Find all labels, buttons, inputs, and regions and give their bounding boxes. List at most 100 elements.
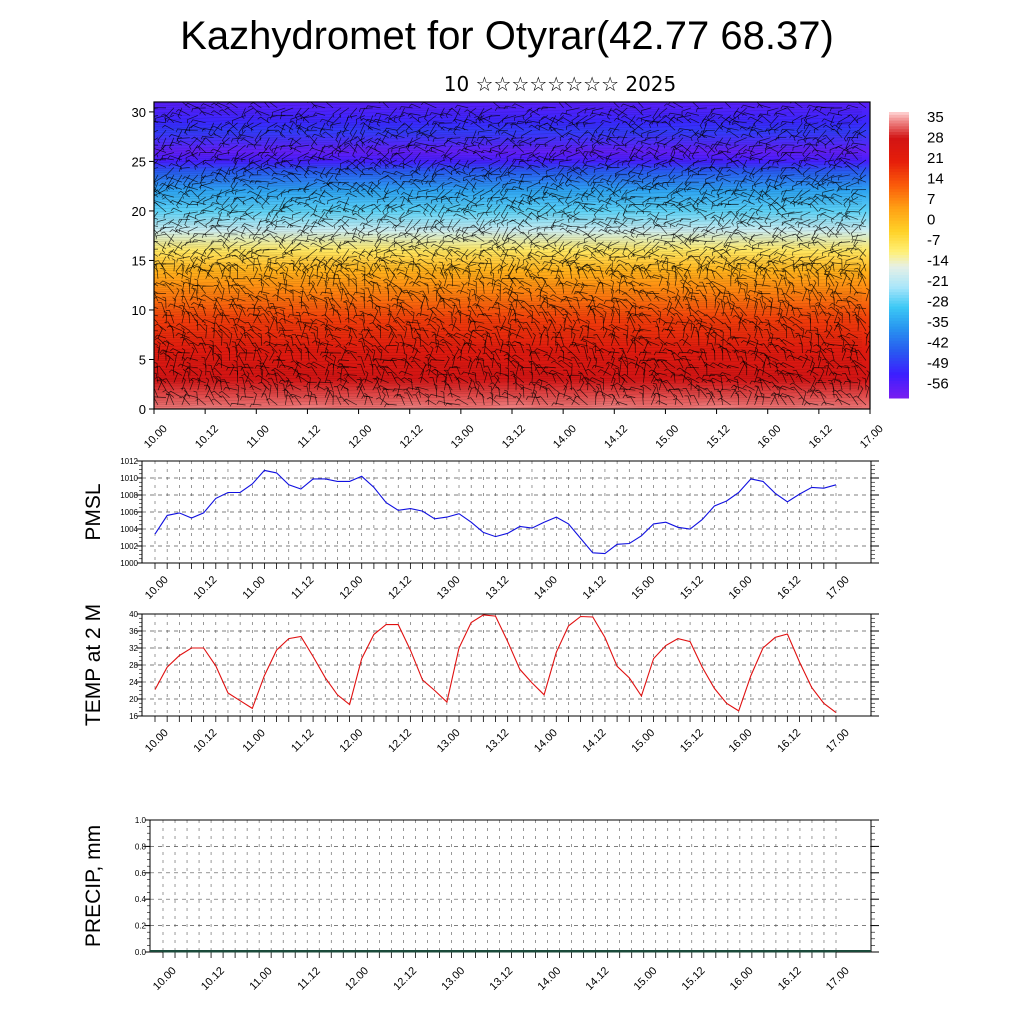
wind-barb: [687, 256, 699, 261]
wind-barb: [617, 107, 628, 120]
wind-barb: [244, 363, 254, 376]
wind-barb: [748, 144, 763, 150]
wind-barb: [641, 361, 652, 369]
wind-barb: [691, 350, 707, 355]
wind-barb: [358, 107, 373, 113]
wind-barb: [189, 137, 199, 150]
wind-barb: [415, 386, 429, 391]
wind-barb: [738, 322, 748, 331]
wind-barb: [590, 130, 596, 143]
wind-barb: [613, 117, 628, 124]
wind-barb: [407, 204, 421, 213]
wind-barb: [767, 256, 779, 266]
wind-barb: [457, 309, 462, 324]
wind-barb: [254, 258, 262, 272]
wind-barb: [356, 137, 365, 146]
wind-barb: [499, 167, 509, 181]
x-tick-label: 10.00: [142, 423, 170, 451]
wind-barb: [251, 342, 262, 354]
wind-barb: [420, 174, 429, 185]
isotherm-line: [154, 398, 863, 402]
series-line: [154, 469, 837, 555]
wind-barb: [814, 226, 827, 235]
wind-barb: [799, 189, 811, 200]
wind-barb: [232, 345, 238, 361]
colorbar-swatch: [889, 203, 909, 207]
wind-barb: [263, 340, 278, 346]
wind-barb: [684, 395, 692, 406]
wind-barb: [684, 238, 699, 242]
wind-barb: [589, 308, 596, 324]
wind-barb: [266, 219, 278, 230]
wind-barb: [814, 327, 819, 339]
colorbar-swatch: [889, 369, 909, 373]
wind-barb: [497, 362, 501, 376]
wind-barb: [373, 262, 382, 272]
wind-barb: [370, 181, 381, 195]
wind-barb: [488, 159, 501, 170]
wind-barb: [749, 380, 763, 385]
wind-barb: [638, 313, 652, 317]
wind-barb: [154, 159, 159, 166]
colorbar-swatch: [889, 352, 909, 356]
colorbar-swatch: [889, 234, 909, 239]
wind-barb: [157, 181, 167, 195]
wind-barb: [693, 319, 708, 324]
wind-barb: [326, 172, 342, 176]
isotherm-line: [154, 285, 863, 290]
wind-barb: [711, 152, 723, 160]
isotherm-line: [154, 352, 863, 356]
wind-barb: [324, 318, 328, 331]
wind-barb: [434, 283, 445, 294]
wind-barb: [425, 149, 437, 154]
wind-barb: [639, 289, 652, 302]
wind-barb: [427, 278, 437, 287]
wind-barb: [638, 290, 652, 294]
wind-barb: [727, 337, 739, 342]
wind-barb: [828, 197, 843, 205]
wind-barb: [467, 297, 471, 309]
wind-barb: [405, 122, 413, 134]
wind-barb: [360, 295, 366, 309]
x-tick-label: 11.00: [240, 574, 267, 601]
wind-barb: [341, 122, 350, 138]
wind-barb: [817, 379, 827, 391]
wind-barb: [396, 122, 405, 135]
wind-barb: [660, 254, 676, 258]
wind-barb: [565, 122, 580, 130]
wind-barb: [543, 366, 556, 371]
wind-barb: [542, 182, 549, 196]
wind-barb: [245, 380, 254, 391]
wind-barb: [324, 360, 330, 376]
wind-barb: [346, 160, 358, 168]
wind-barb: [244, 159, 254, 173]
wind-barb: [679, 338, 692, 346]
wind-barb: [737, 315, 742, 331]
wind-barb: [297, 187, 310, 192]
wind-barb: [703, 314, 716, 324]
wind-barb: [462, 270, 477, 275]
wind-barb: [536, 204, 549, 217]
wind-barb: [344, 292, 358, 302]
wind-barb: [242, 248, 254, 261]
wind-barb: [721, 219, 732, 233]
wind-barb: [464, 137, 477, 142]
wind-barb: [443, 152, 453, 162]
colorbar-label: 7: [927, 191, 935, 208]
wind-barb: [818, 207, 835, 213]
wind-barb: [436, 400, 453, 406]
wind-barb: [441, 196, 453, 204]
colorbar-swatch: [889, 255, 909, 259]
wind-barb: [616, 196, 628, 205]
wind-barb: [381, 130, 390, 145]
wind-barb: [747, 256, 755, 269]
wind-barb: [473, 358, 485, 362]
colorbar-swatch: [889, 243, 909, 247]
wind-barb: [689, 233, 700, 245]
wind-barb: [766, 178, 779, 183]
wind-barb: [435, 167, 445, 176]
wind-barb: [565, 225, 580, 230]
wind-barb: [470, 178, 485, 183]
wind-barb: [652, 211, 660, 226]
wind-barb: [183, 394, 198, 398]
